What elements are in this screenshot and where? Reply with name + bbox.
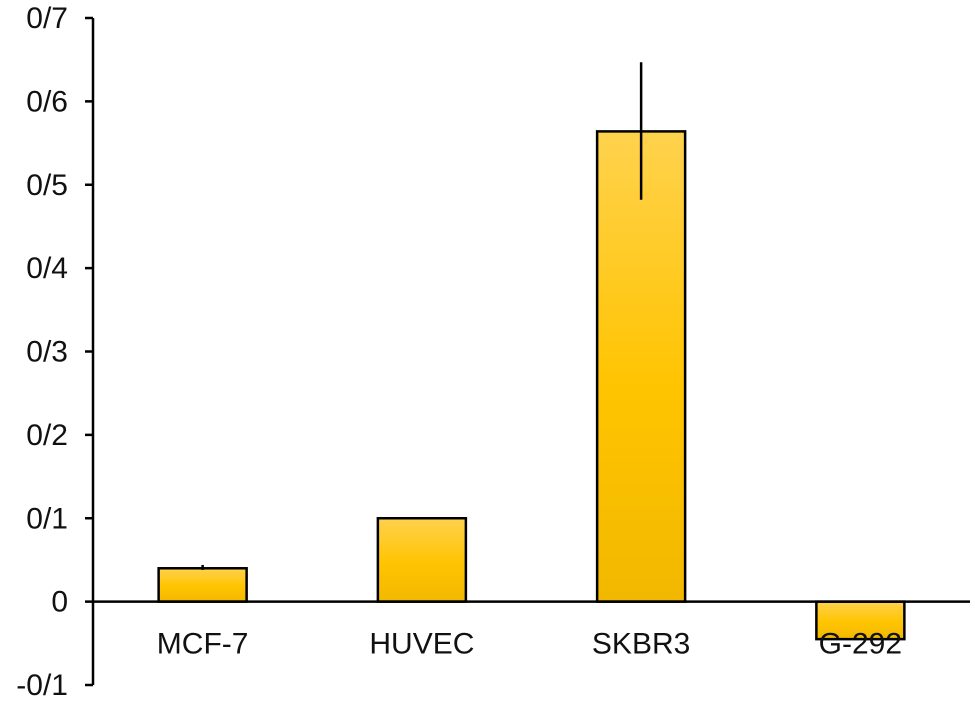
y-tick-label: -0/1 <box>16 669 68 701</box>
y-tick-label: 0 <box>51 586 68 619</box>
axes-layer <box>85 16 970 687</box>
labels-layer: -0/1 0 0/1 0/2 0/3 0/4 0/5 0/6 0/7 MCF-7 HUVEC SKBR… <box>16 2 902 701</box>
bars-layer <box>157 62 906 641</box>
y-tick-label: 0/2 <box>26 419 68 452</box>
y-tick-label: 0/4 <box>26 252 68 285</box>
category-label-g-292: G-292 <box>819 628 902 661</box>
bar-huvec <box>376 517 468 603</box>
bar-g-292 <box>815 600 906 641</box>
y-tick-label: 0/1 <box>26 502 68 535</box>
bar-skbr3 <box>595 130 687 603</box>
category-label-mcf-7: MCF-7 <box>157 628 249 661</box>
bar-mcf-7 <box>157 567 248 603</box>
y-tick-label: 0/6 <box>26 85 68 118</box>
y-tick-label: 0/3 <box>26 336 68 369</box>
category-label-huvec: HUVEC <box>369 628 474 661</box>
y-tick-label: 0/5 <box>26 169 68 202</box>
category-label-skbr3: SKBR3 <box>592 628 690 661</box>
y-tick-label: 0/7 <box>26 2 68 35</box>
